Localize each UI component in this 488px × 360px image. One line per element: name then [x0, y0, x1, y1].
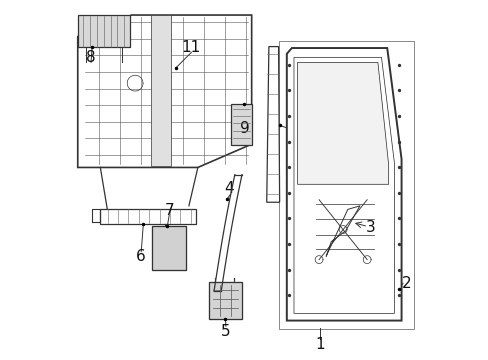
Text: 2: 2 — [401, 276, 410, 291]
Polygon shape — [152, 226, 186, 270]
Polygon shape — [78, 15, 129, 47]
Text: 11: 11 — [182, 40, 201, 55]
Text: 3: 3 — [365, 220, 375, 235]
Text: 8: 8 — [86, 50, 96, 65]
Text: 1: 1 — [314, 337, 324, 352]
Polygon shape — [297, 62, 388, 184]
Polygon shape — [100, 209, 196, 224]
Text: 4: 4 — [224, 181, 234, 197]
Bar — [278, 41, 413, 329]
Polygon shape — [151, 15, 171, 166]
Polygon shape — [230, 104, 251, 145]
Polygon shape — [209, 282, 241, 319]
Text: 10: 10 — [323, 133, 343, 148]
Text: 9: 9 — [240, 121, 249, 135]
Polygon shape — [286, 48, 401, 320]
Text: 7: 7 — [164, 203, 174, 218]
Polygon shape — [78, 15, 251, 167]
Text: 6: 6 — [136, 249, 146, 264]
Text: 5: 5 — [221, 324, 230, 339]
Polygon shape — [266, 46, 279, 202]
